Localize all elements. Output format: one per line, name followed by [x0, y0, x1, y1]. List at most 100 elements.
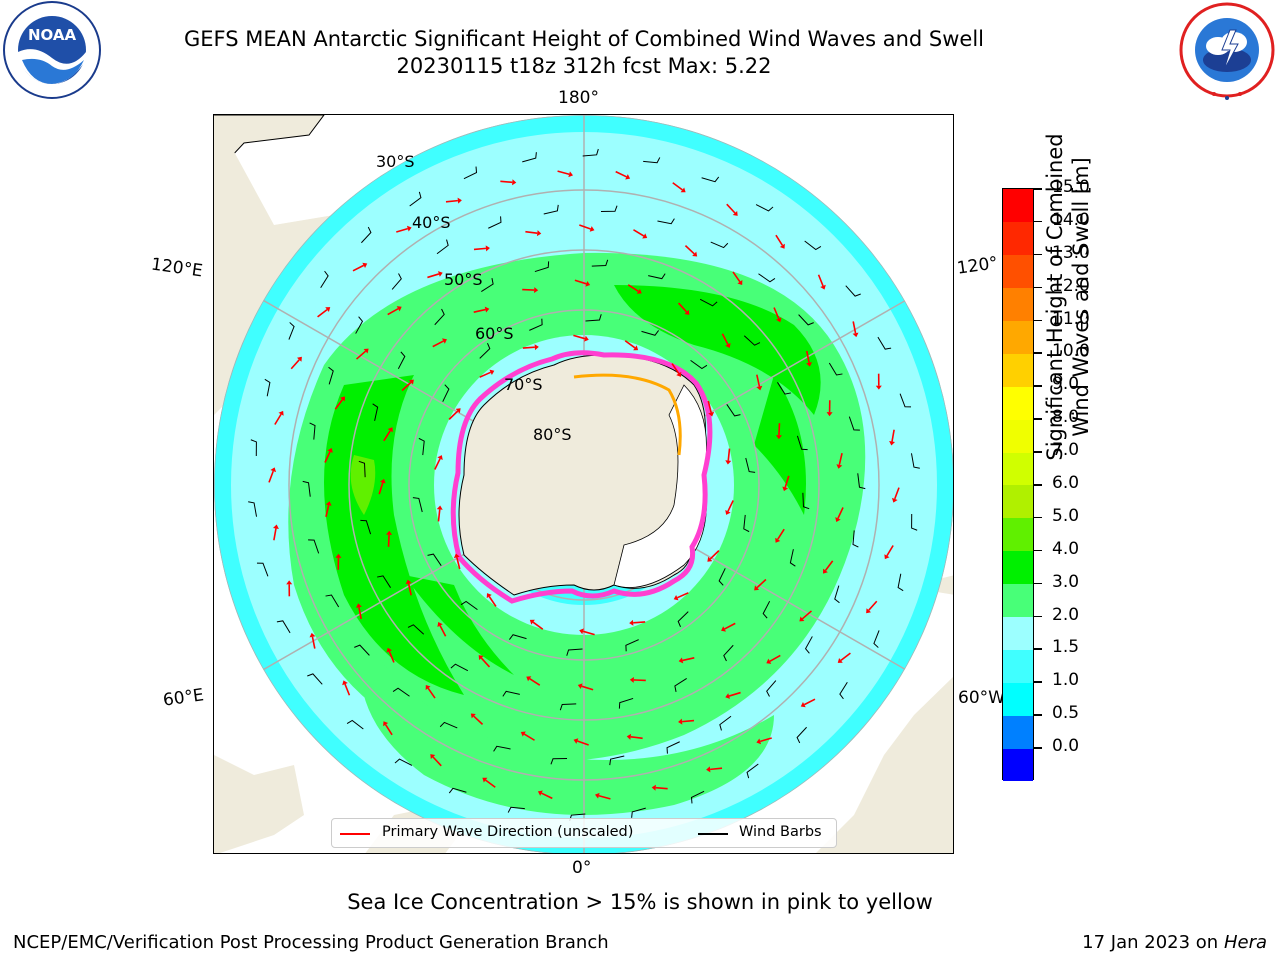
wave-direction-arrowhead [387, 427, 393, 433]
wind-barb [418, 437, 425, 456]
wave-direction-arrow [387, 308, 399, 316]
colorbar-tick-label: 10.0 [1052, 341, 1090, 362]
wave-direction-arrow [388, 651, 395, 663]
colorbar-tick-label: 6.0 [1052, 473, 1080, 493]
wave-direction-arrowhead [820, 284, 826, 290]
wave-direction-arrowhead [536, 230, 542, 237]
wind-barb [412, 497, 423, 513]
wave-direction-arrow [407, 583, 412, 596]
wave-direction-arrow [574, 279, 587, 285]
wind-barb [463, 166, 478, 180]
wave-direction-arrow [401, 381, 412, 392]
wind-barb [361, 226, 372, 244]
colorbar-segment [1003, 517, 1033, 552]
noaa-logo: NOAA [0, 0, 104, 104]
colorbar-segment [1003, 715, 1033, 749]
wave-direction-arrowhead [779, 243, 785, 249]
wind-barb [657, 218, 675, 225]
wave-direction-arrow [624, 340, 636, 349]
colorbar-title-line1: Significant Height of Combined [1043, 133, 1067, 461]
wave-direction-arrow [473, 715, 484, 725]
wind-barb [804, 636, 813, 654]
colorbar-segment [1003, 254, 1033, 289]
wave-direction-arrowhead [489, 369, 495, 376]
colorbar-tick-label: 15.0 [1052, 177, 1090, 197]
wave-direction-arrowhead [756, 385, 763, 391]
wave-direction-arrow [681, 719, 695, 723]
wind-barb [798, 314, 814, 326]
wave-direction-arrowhead [725, 510, 731, 515]
colorbar-tick [1034, 582, 1042, 585]
wave-direction-arrowhead [486, 593, 492, 599]
wave-direction-arrow [577, 740, 589, 746]
colorbar-tick [1034, 352, 1042, 354]
wind-barb [407, 624, 425, 635]
vector-layer [248, 148, 920, 822]
lat-label-70s: 70°S [504, 375, 543, 394]
wind-barb [743, 335, 761, 346]
wave-direction-arrow [557, 170, 570, 176]
colorbar [1002, 188, 1034, 782]
wave-direction-arrowhead [800, 701, 806, 708]
colorbar-tick [1034, 418, 1042, 420]
wind-barb [755, 204, 774, 212]
wave-direction-arrowhead [594, 792, 600, 799]
wave-direction-arrow [479, 371, 491, 378]
colorbar-tick-label: 5.0 [1052, 505, 1080, 526]
wave-direction-arrowhead [482, 777, 488, 783]
wind-barb [745, 457, 756, 473]
wind-barb [481, 278, 494, 292]
wave-direction-arrowhead [512, 179, 517, 186]
wave-direction-arrow [473, 308, 486, 313]
wind-barb [897, 573, 904, 592]
wind-barb [828, 362, 843, 376]
wind-barb [719, 715, 732, 731]
wave-direction-swatch [340, 833, 370, 835]
colorbar-segment [1003, 616, 1033, 650]
wave-direction-arrowhead [270, 467, 277, 473]
wave-direction-arrow [523, 733, 535, 741]
lon-label-120e: 120°E [149, 254, 204, 282]
wave-direction-arrow [682, 657, 695, 662]
colorbar-tick-label: 2.0 [1052, 604, 1080, 625]
wave-direction-arrowhead [340, 396, 345, 402]
wave-direction-arrow [709, 550, 720, 560]
wave-direction-arrow [655, 786, 668, 790]
lon-label-0: 0° [572, 858, 592, 878]
wave-direction-arrowhead [775, 317, 782, 323]
wave-direction-arrowhead [568, 171, 574, 178]
wind-barb-swatch [698, 833, 728, 835]
wave-direction-arrowhead [799, 616, 805, 622]
wind-barb [834, 585, 840, 604]
wave-direction-arrow [801, 610, 812, 620]
footer-host: Hera [1223, 932, 1267, 953]
colorbar-tick-label: 7.0 [1052, 440, 1080, 461]
wave-direction-arrow [891, 429, 895, 442]
wave-direction-arrow [480, 657, 491, 668]
wind-barb [377, 575, 391, 588]
wave-direction-arrow [784, 475, 790, 488]
colorbar-segment [1003, 649, 1033, 683]
wave-direction-arrow [290, 359, 300, 370]
wind-barb [360, 519, 372, 535]
colorbar-tick-label: 13.0 [1052, 242, 1090, 263]
wind-barb [726, 404, 741, 417]
lat-label-30s: 30°S [376, 152, 415, 171]
map-title: GEFS MEAN Antarctic Significant Height o… [183, 27, 985, 51]
footer-left: NCEP/EMC/Verification Post Processing Pr… [13, 932, 609, 953]
wave-direction-arrowhead [430, 754, 436, 760]
wind-barb [877, 336, 892, 350]
wave-direction-arrow [439, 625, 447, 637]
wave-direction-arrow [268, 470, 274, 483]
wave-direction-arrowhead [286, 580, 293, 585]
wave-direction-arrowhead [737, 280, 743, 286]
wave-direction-arrowhead [766, 658, 772, 664]
colorbar-tick [1034, 484, 1042, 486]
lat-label-60s: 60°S [475, 324, 514, 343]
polar-map: 180° [214, 115, 953, 853]
wave-direction-arrow [633, 229, 645, 237]
wind-barb [550, 757, 568, 765]
wind-barb [276, 620, 291, 634]
wind-barb [372, 403, 379, 421]
lon-label-60w: 60°W [958, 688, 1005, 708]
